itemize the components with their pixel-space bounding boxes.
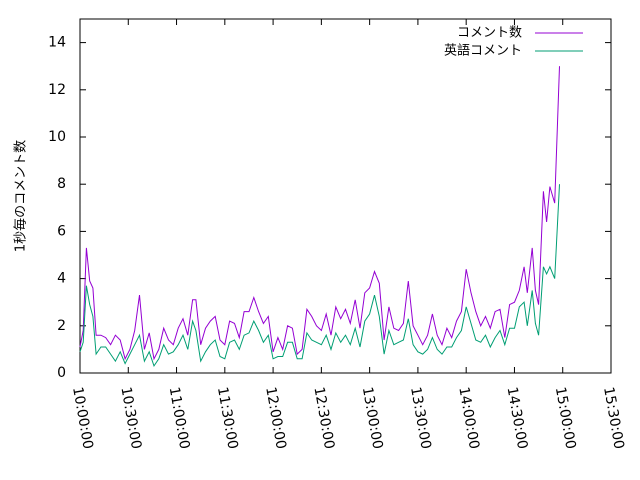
plot-frame [79, 18, 612, 374]
series-lines [79, 66, 560, 368]
x-axis: 10:00:00 10:30:00 11:00:00 11:30:00 12:00:00… [69, 19, 627, 450]
y-axis: 0 2 4 6 8 10 12 14 [48, 35, 611, 381]
y-tick-label: 10 [48, 129, 66, 145]
x-tick-label: 14:00:00 [455, 386, 482, 451]
x-tick-label: 10:00:00 [69, 386, 96, 451]
y-axis-label: 1秒毎のコメント数 [13, 140, 29, 252]
x-tick-label: 13:00:00 [359, 386, 386, 451]
series-line-2 [79, 184, 560, 368]
y-tick-label: 14 [48, 35, 66, 51]
y-tick-label: 4 [57, 271, 66, 287]
x-tick-label: 15:00:00 [552, 386, 579, 451]
y-tick-label: 6 [57, 223, 66, 239]
y-tick-label: 12 [48, 82, 66, 98]
x-tick-label: 13:30:00 [407, 386, 434, 451]
x-tick-label: 10:30:00 [117, 386, 144, 451]
x-tick-label: 15:30:00 [600, 386, 627, 451]
x-tick-label: 11:30:00 [214, 386, 241, 451]
x-tick-label: 12:30:00 [310, 386, 337, 451]
series-line-1 [79, 66, 560, 361]
x-tick-label: 11:00:00 [166, 386, 193, 451]
y-tick-label: 2 [57, 318, 66, 334]
y-tick-label: 0 [57, 365, 66, 381]
x-tick-label: 12:00:00 [262, 386, 289, 451]
x-tick-label: 14:30:00 [504, 386, 531, 451]
legend-label-1: コメント数 [457, 26, 522, 41]
y-tick-label: 8 [57, 176, 66, 192]
legend-label-2: 英語コメント [444, 43, 522, 59]
